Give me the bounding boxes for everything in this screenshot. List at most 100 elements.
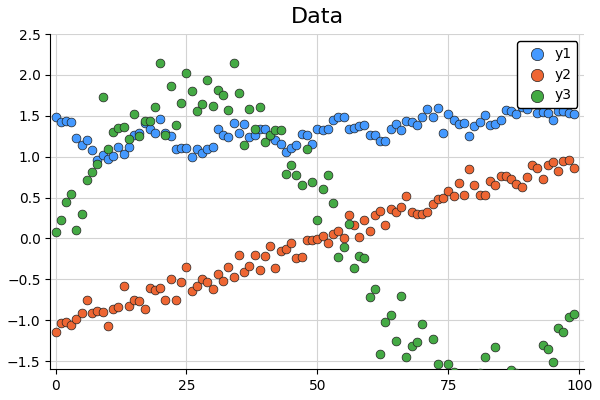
y2 (197, 276, 207, 282)
y2 (134, 298, 144, 304)
y1 (318, 126, 328, 133)
y1 (365, 132, 374, 138)
y3 (297, 182, 307, 188)
y3 (438, 383, 448, 390)
y3 (569, 310, 579, 317)
y1 (391, 121, 401, 127)
y3 (129, 110, 139, 117)
y2 (355, 234, 364, 240)
y3 (359, 255, 369, 261)
y3 (77, 211, 86, 217)
y3 (161, 132, 170, 138)
y2 (313, 236, 322, 242)
y2 (359, 217, 369, 223)
y1 (286, 144, 296, 151)
y1 (234, 130, 244, 136)
y3 (113, 125, 123, 131)
y2 (77, 310, 86, 316)
y1 (176, 145, 186, 152)
y1 (150, 130, 160, 136)
y3 (323, 172, 332, 178)
y3 (553, 325, 563, 331)
y2 (187, 288, 196, 295)
y3 (71, 227, 81, 233)
y3 (417, 321, 427, 327)
y1 (323, 126, 332, 132)
y1 (496, 117, 505, 124)
y1 (51, 114, 61, 120)
y1 (559, 108, 568, 114)
y3 (365, 294, 374, 300)
y2 (208, 286, 217, 292)
y2 (380, 222, 390, 228)
y2 (61, 319, 71, 325)
y1 (103, 156, 113, 162)
y2 (564, 156, 574, 163)
y3 (334, 254, 343, 261)
y3 (543, 346, 553, 352)
y2 (480, 192, 490, 198)
y2 (433, 196, 443, 202)
y2 (88, 310, 97, 316)
y2 (438, 194, 448, 201)
y1 (491, 121, 500, 128)
y3 (61, 199, 71, 206)
y2 (365, 228, 374, 235)
y3 (51, 229, 61, 235)
y1 (161, 130, 170, 136)
y1 (355, 123, 364, 129)
y2 (182, 264, 191, 270)
y1 (386, 126, 395, 132)
y2 (260, 253, 270, 260)
y1 (166, 133, 176, 139)
y1 (548, 117, 558, 123)
y2 (485, 178, 495, 184)
y2 (464, 166, 474, 172)
y1 (313, 126, 322, 132)
y1 (433, 105, 443, 112)
y2 (286, 240, 296, 246)
y3 (155, 60, 165, 66)
y2 (150, 286, 160, 293)
y3 (229, 60, 238, 66)
y3 (213, 87, 223, 94)
y3 (192, 108, 202, 114)
y3 (559, 329, 568, 336)
y1 (380, 138, 390, 144)
y2 (239, 269, 249, 275)
y1 (397, 127, 406, 133)
y1 (449, 117, 458, 123)
y3 (224, 107, 233, 114)
y2 (244, 263, 254, 270)
y2 (255, 267, 265, 273)
y3 (449, 369, 458, 375)
y1 (569, 110, 579, 117)
y3 (307, 178, 317, 185)
y3 (491, 344, 500, 350)
y2 (155, 284, 165, 291)
y2 (56, 320, 65, 326)
y2 (307, 237, 317, 243)
y3 (286, 162, 296, 168)
y1 (370, 132, 380, 138)
y3 (260, 138, 270, 145)
y3 (386, 312, 395, 319)
y1 (98, 151, 107, 158)
y3 (302, 146, 311, 153)
y1 (171, 146, 181, 152)
y2 (553, 168, 563, 174)
y2 (443, 188, 453, 195)
y1 (109, 152, 118, 159)
y2 (506, 176, 516, 182)
y2 (213, 271, 223, 277)
y2 (475, 192, 484, 198)
y3 (512, 370, 521, 377)
y3 (67, 191, 76, 198)
y1 (302, 132, 311, 139)
y3 (119, 124, 128, 130)
y3 (271, 127, 280, 133)
Title: Data: Data (291, 7, 344, 27)
y1 (412, 122, 422, 128)
y1 (145, 126, 155, 132)
y1 (532, 110, 542, 116)
